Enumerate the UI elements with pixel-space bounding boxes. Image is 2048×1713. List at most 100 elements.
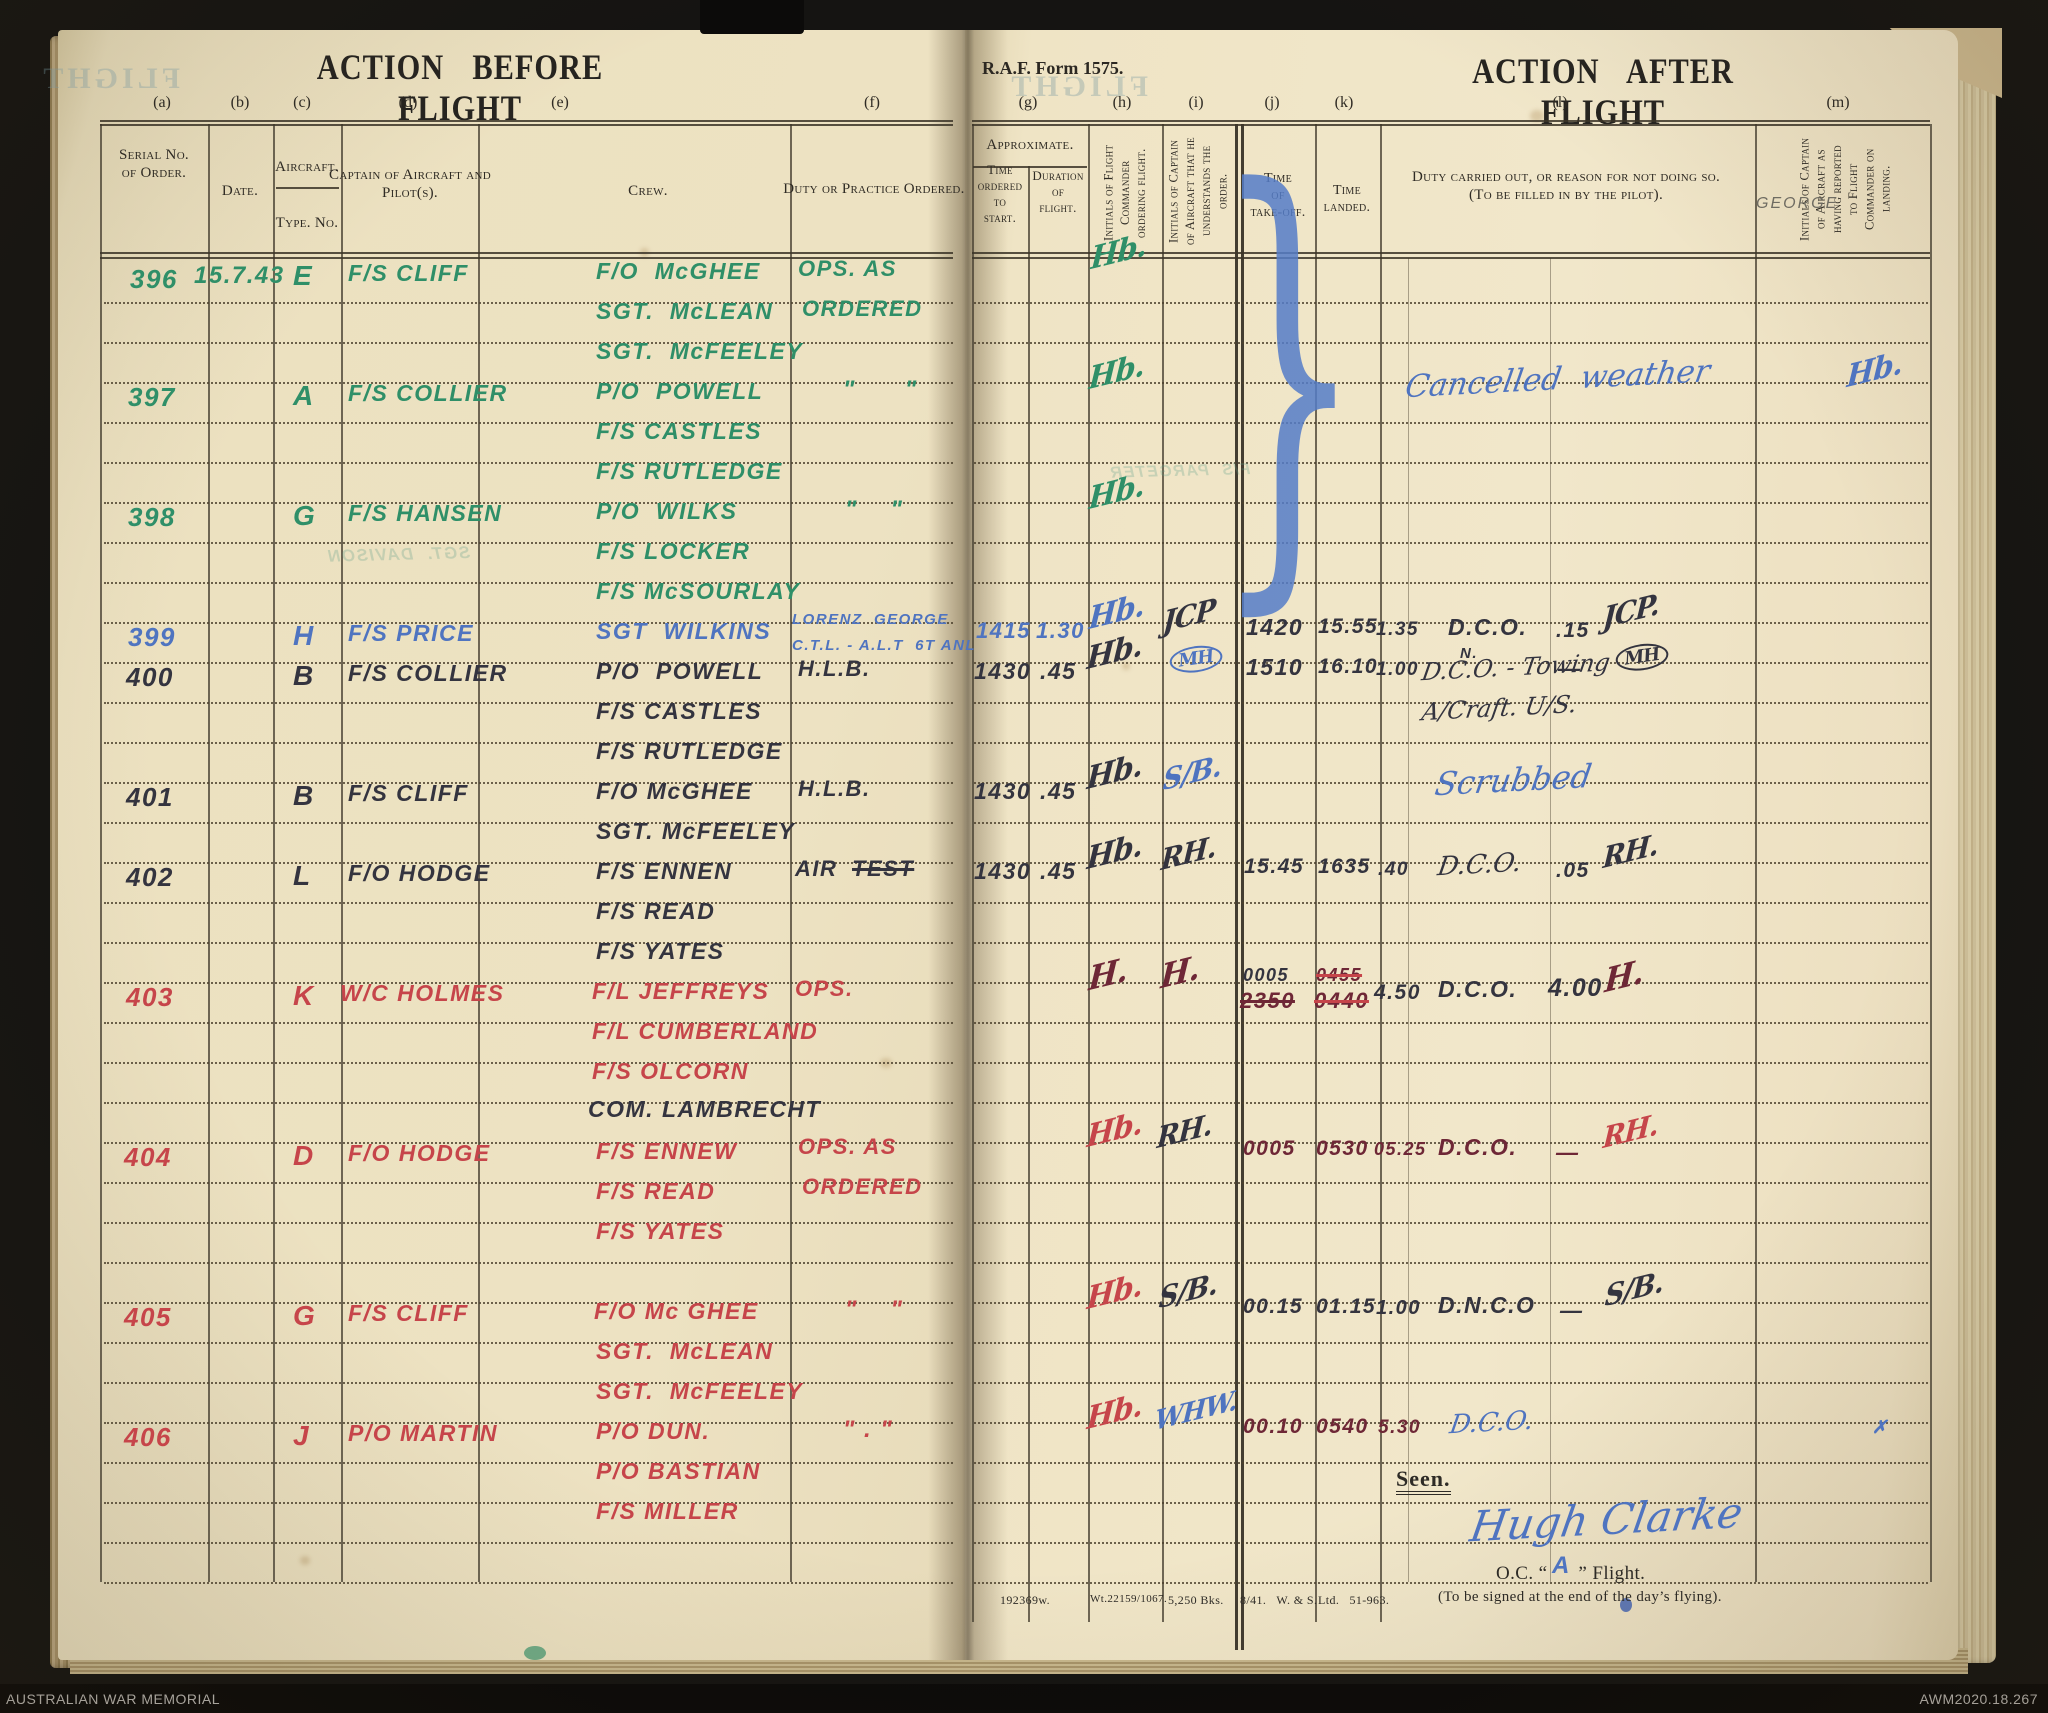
column-rule (1315, 124, 1317, 1622)
handwriting: F/O McGHEE (596, 258, 761, 284)
book-gutter (928, 30, 1008, 1660)
header-rule (100, 257, 953, 259)
column-rule (1930, 124, 1932, 1582)
col-header-j: Time of take-off. (1250, 171, 1306, 221)
handwriting: 1.00 (1376, 1297, 1421, 1319)
handwriting: 1420 (1246, 614, 1304, 640)
entry-line-left (104, 542, 953, 544)
handwriting: F/L JEFFREYS (592, 978, 770, 1004)
handwriting: 1.35 (1376, 619, 1419, 640)
handwriting: D.C.O. (1448, 614, 1528, 640)
entry-line-right (974, 862, 1928, 864)
handwriting: 0540 (1316, 1415, 1369, 1438)
captain-402: F/O HODGE (348, 860, 491, 886)
col-letter-l: (l) (1552, 94, 1568, 111)
handwriting: 1510 (1246, 654, 1304, 680)
col-header-c1: Aircraft. (275, 159, 339, 175)
handwriting: 1415 (976, 618, 1031, 643)
handwriting: — (1558, 656, 1582, 681)
col-letter-m: (m) (1826, 94, 1850, 111)
handwriting: " " (843, 376, 918, 403)
handwriting: F/S RUTLEDGE (596, 738, 783, 764)
handwriting: F/S CASTLES (596, 418, 763, 444)
aircraft-399: H (293, 620, 315, 651)
entry-line-right (974, 1262, 1928, 1264)
handwriting: D.C.O. (1435, 847, 1524, 883)
handwriting: ORDERED (802, 296, 923, 321)
col-letter-a: (a) (153, 94, 171, 111)
handwriting: F/S ENNEW (596, 1138, 738, 1164)
column-rule (1162, 124, 1164, 1622)
watermark-bar: AUSTRALIAN WAR MEMORIAL AWM2020.18.267 (0, 1684, 2048, 1713)
entry-line-left (104, 1302, 953, 1304)
aircraft-400: B (293, 660, 315, 691)
imprint: 5,250 Bks. (1168, 1593, 1224, 1607)
entry-line-left (104, 822, 953, 824)
handwriting: .40 (1378, 859, 1409, 880)
handwriting: F/S CASTLES (596, 698, 763, 724)
serial-404: 404 (124, 1142, 172, 1172)
aircraft-398: G (293, 500, 317, 531)
column-subrule (1550, 258, 1552, 1582)
captain-396: F/S CLIFF (348, 260, 469, 286)
handwriting: P/O WILKS (596, 498, 738, 524)
entry-line-left (104, 302, 953, 304)
col-letter-g: (g) (1018, 94, 1038, 111)
handwriting: P/O POWELL (596, 658, 764, 684)
handwriting: F/S LOCKER (596, 538, 751, 564)
header-rule (973, 166, 1087, 168)
col-header-e: Crew. (628, 183, 668, 199)
handwriting: 1635 (1318, 855, 1371, 878)
entry-line-left (104, 1102, 953, 1104)
pencil-note-george: GEORGE (1756, 195, 1839, 212)
imprint: 192369w. (1000, 1593, 1051, 1607)
aircraft-405: G (293, 1300, 317, 1331)
captain-initials: H. (1159, 947, 1201, 997)
column-rule (1088, 124, 1090, 1622)
entry-line-left (104, 782, 953, 784)
handwriting: 0455 (1316, 965, 1363, 985)
handwriting: 1430 (974, 658, 1032, 684)
serial-406: 406 (124, 1422, 172, 1452)
aircraft-401: B (293, 780, 315, 811)
entry-line-right (974, 422, 1928, 424)
col-header-a: Serial No. of Order. (118, 147, 189, 182)
handwriting: N. (1460, 645, 1478, 662)
col-letter-b: (b) (230, 94, 250, 111)
entry-line-right (974, 1222, 1928, 1224)
entry-line-right (974, 1022, 1928, 1024)
age-spot (1530, 110, 1544, 122)
header-rule (972, 124, 1930, 126)
handwriting: 01.15 (1316, 1295, 1377, 1318)
handwriting: .05 (1556, 859, 1590, 882)
handwriting: 05.25 (1374, 1139, 1427, 1159)
age-spot (300, 1556, 310, 1565)
entry-line-left (104, 1462, 953, 1464)
column-subrule (1408, 258, 1410, 1582)
captain-initials: H. (1603, 951, 1645, 1001)
column-rule (790, 124, 792, 1582)
entry-line-left (104, 1222, 953, 1224)
entry-line-left (104, 1502, 953, 1504)
entry-line-right (974, 1102, 1928, 1104)
serial-402: 402 (126, 862, 174, 892)
entry-line-right (974, 782, 1928, 784)
entry-line-left (104, 982, 953, 984)
handwriting: 0005 (1243, 965, 1290, 985)
entry-line-right (974, 582, 1928, 584)
col-header-k: Time landed. (1323, 183, 1371, 216)
col-header-d: Captain of Aircraft and Pilot(s). (329, 167, 491, 202)
entry-line-right (974, 1382, 1928, 1384)
page-edge-stack-right (1952, 44, 1996, 1663)
entry-line-left (104, 382, 953, 384)
entry-line-left (104, 1342, 953, 1344)
entry-line-right (974, 1422, 1928, 1424)
watermark-left: AUSTRALIAN WAR MEMORIAL (6, 1691, 221, 1707)
column-rule (1028, 166, 1030, 1622)
column-rule (972, 124, 974, 1622)
aircraft-397: A (293, 380, 315, 411)
column-rule (100, 124, 102, 1582)
handwriting: P/O BASTIAN (596, 1458, 761, 1484)
entry-line-right (974, 822, 1928, 824)
handwriting: 4.00 (1548, 974, 1603, 1002)
